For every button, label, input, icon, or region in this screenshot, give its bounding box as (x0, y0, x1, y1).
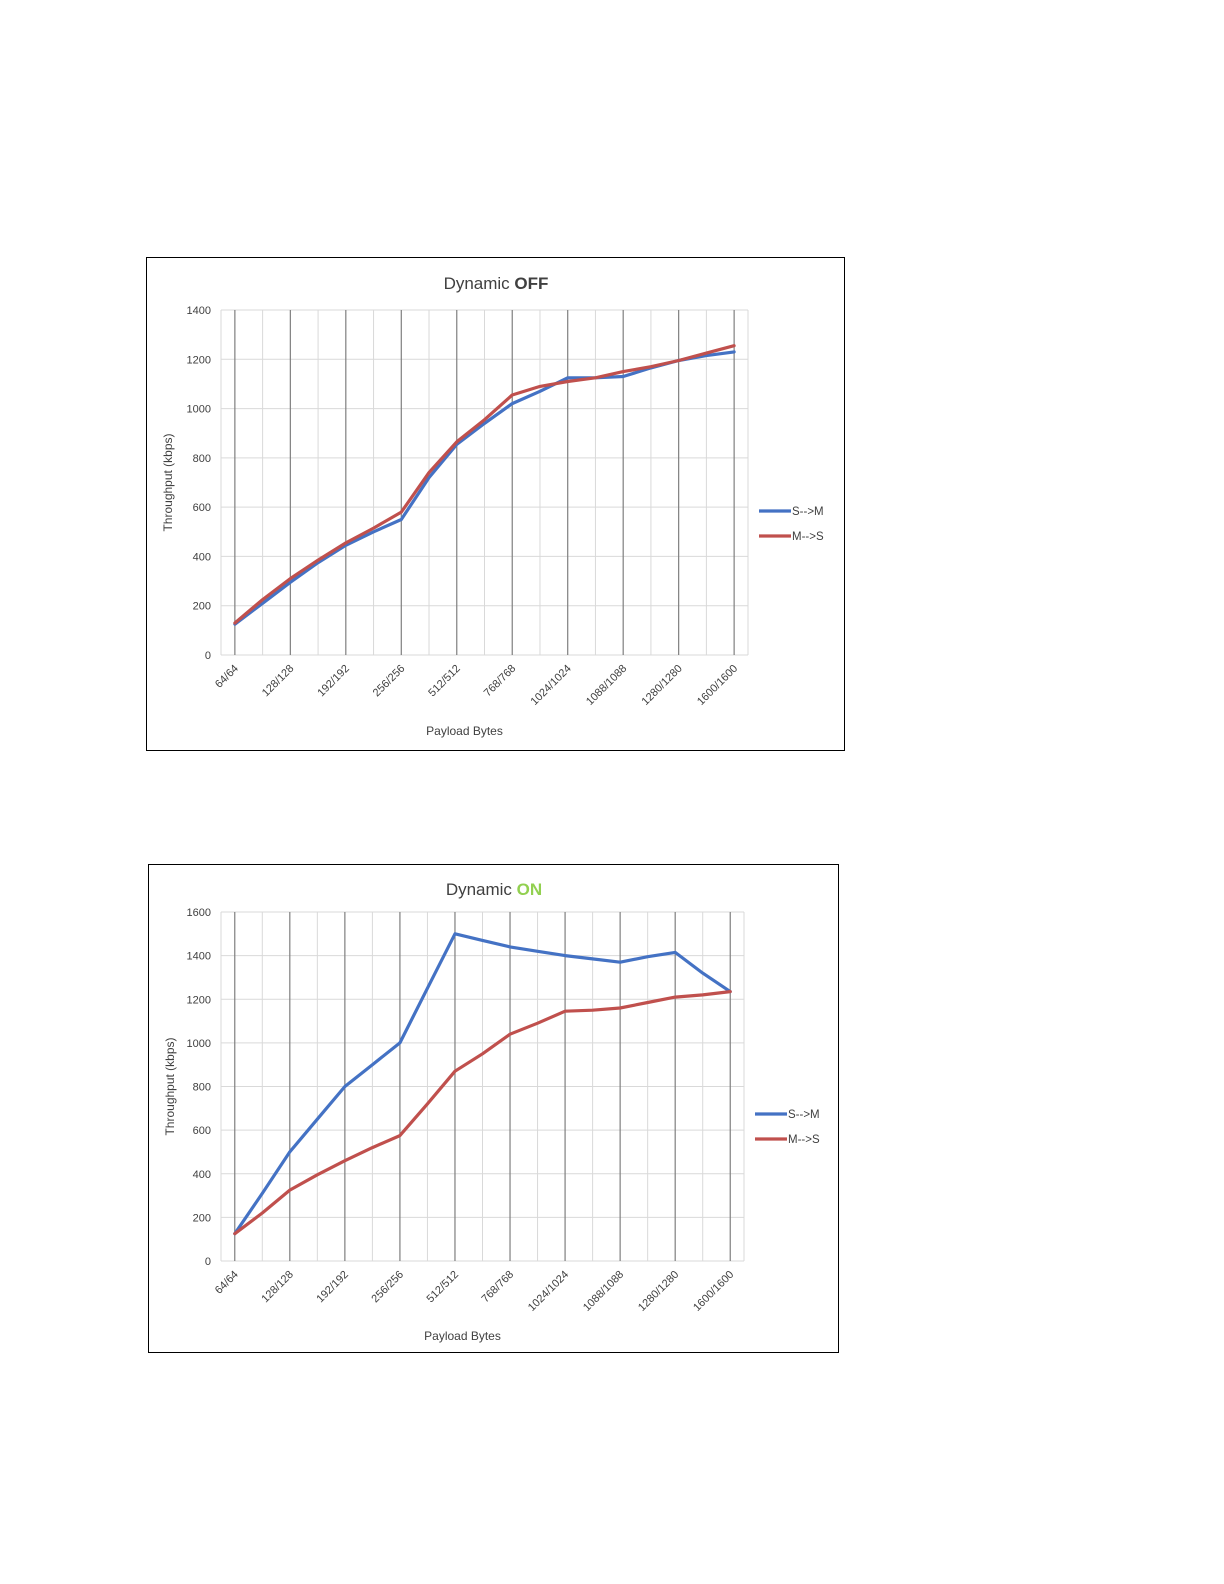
x-tick-label: 256/256 (369, 1269, 406, 1306)
chart-title: Dynamic OFF (444, 274, 549, 293)
x-tick-label: 192/192 (314, 1269, 351, 1306)
y-tick-label: 0 (205, 650, 211, 662)
x-axis-label: Payload Bytes (426, 724, 503, 738)
chart-dynamic-on: Dynamic ON 0 200 400 600 800 1000 1200 1400 1600 6… (148, 864, 839, 1353)
y-tick-label: 600 (193, 502, 211, 514)
y-tick-label: 800 (193, 1082, 211, 1094)
x-axis-label: Payload Bytes (424, 1329, 501, 1343)
legend-label: M-->S (788, 1134, 820, 1146)
chart-title-emphasis: ON (517, 880, 543, 899)
y-tick-label: 400 (193, 1169, 211, 1181)
y-tick-label: 1200 (187, 354, 211, 366)
x-tick-label: 1024/1024 (529, 663, 574, 708)
y-tick-label: 1000 (187, 404, 211, 416)
x-tick-label: 1600/1600 (691, 1269, 736, 1314)
y-tick-label: 800 (193, 453, 211, 465)
x-tick-label: 256/256 (371, 663, 408, 700)
x-tick-label: 512/512 (424, 1269, 461, 1306)
chart-svg: Dynamic OFF 0 200 400 600 800 1000 1200 1400 64/6… (161, 274, 824, 738)
y-axis-label: Throughput (kbps) (161, 433, 175, 531)
x-tick-label: 64/64 (213, 663, 241, 691)
x-tick-label: 64/64 (213, 1269, 241, 1297)
y-tick-label: 1400 (187, 951, 211, 963)
y-tick-label: 0 (205, 1256, 211, 1268)
chart-title-text: Dynamic (446, 880, 517, 899)
chart-title-emphasis: OFF (514, 274, 548, 293)
y-tick-label: 200 (193, 1212, 211, 1224)
y-tick-label: 1600 (187, 907, 211, 919)
chart-title: Dynamic ON (446, 880, 542, 899)
y-tick-label: 1200 (187, 994, 211, 1006)
x-tick-label: 1088/1088 (584, 663, 629, 708)
x-tick-label: 512/512 (426, 663, 463, 700)
x-tick-label: 1088/1088 (581, 1269, 626, 1314)
y-tick-label: 200 (193, 601, 211, 613)
x-tick-label: 1600/1600 (695, 663, 740, 708)
y-axis-label: Throughput (kbps) (163, 1037, 177, 1135)
x-tick-label: 128/128 (260, 663, 297, 700)
y-tick-label: 400 (193, 551, 211, 563)
y-tick-label: 1400 (187, 305, 211, 317)
y-tick-label: 600 (193, 1125, 211, 1137)
x-tick-label: 768/768 (482, 663, 519, 700)
chart-svg: Dynamic ON 0 200 400 600 800 1000 1200 1400 1600 6… (163, 880, 820, 1343)
x-tick-label: 1024/1024 (526, 1269, 571, 1314)
x-tick-label: 128/128 (259, 1269, 296, 1306)
chart-dynamic-off: Dynamic OFF 0 200 400 600 800 1000 1200 1400 64/6… (146, 257, 845, 751)
x-tick-label: 1280/1280 (640, 663, 685, 708)
x-tick-label: 192/192 (315, 663, 352, 700)
x-tick-label: 768/768 (480, 1269, 517, 1306)
y-tick-label: 1000 (187, 1038, 211, 1050)
x-tick-label: 1280/1280 (636, 1269, 681, 1314)
chart-title-text: Dynamic (444, 274, 515, 293)
legend-label: S-->M (788, 1109, 820, 1121)
legend-label: M-->S (792, 531, 824, 543)
legend-label: S-->M (792, 506, 824, 518)
